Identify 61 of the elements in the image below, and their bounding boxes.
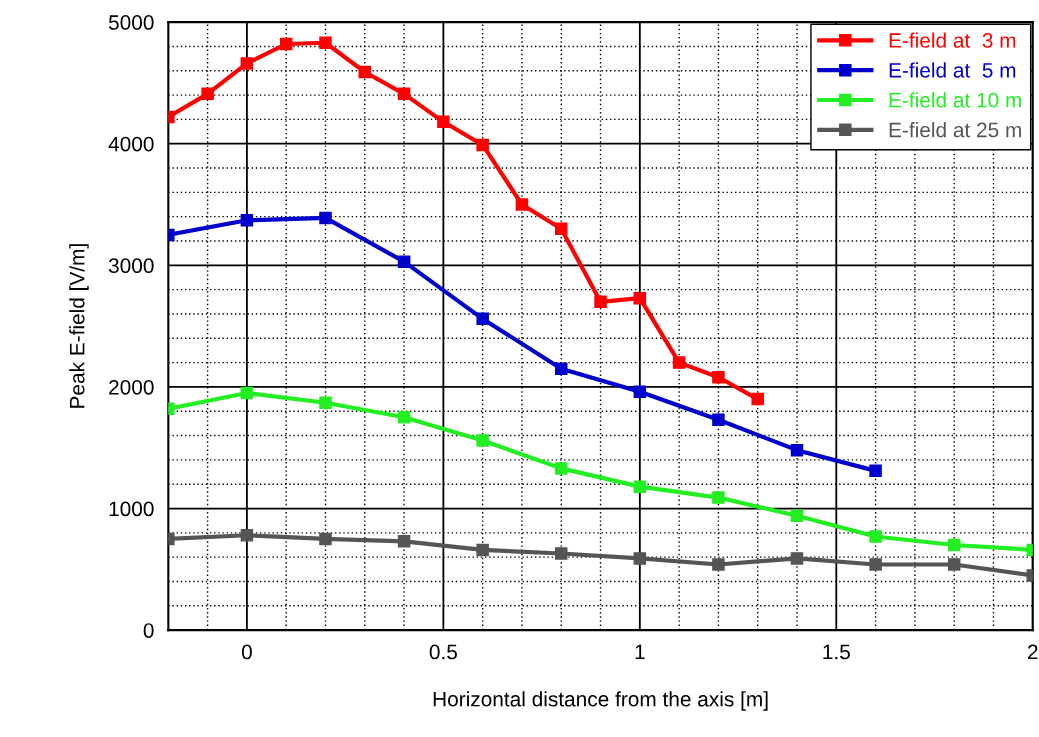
point bbox=[947, 538, 961, 552]
point bbox=[712, 558, 725, 571]
point bbox=[790, 509, 804, 523]
point bbox=[201, 87, 214, 101]
point bbox=[947, 558, 961, 571]
point bbox=[554, 362, 568, 375]
x-tick-label: 0.5 bbox=[429, 644, 457, 660]
point bbox=[633, 480, 647, 493]
point bbox=[397, 535, 411, 548]
point bbox=[476, 543, 489, 557]
point bbox=[476, 312, 489, 326]
point bbox=[633, 291, 647, 305]
point bbox=[712, 491, 725, 504]
point bbox=[633, 385, 647, 399]
point bbox=[712, 413, 725, 427]
point bbox=[397, 255, 411, 268]
point bbox=[790, 552, 804, 565]
point bbox=[319, 211, 332, 225]
point bbox=[437, 115, 450, 129]
point bbox=[672, 356, 686, 369]
y-tick-label: 5000 bbox=[108, 15, 154, 30]
legend-label: E-field at 3 m bbox=[889, 32, 1016, 48]
point bbox=[397, 411, 411, 424]
point bbox=[240, 57, 254, 70]
point bbox=[319, 36, 332, 50]
x-tick-label: 0 bbox=[241, 644, 252, 660]
point bbox=[476, 138, 489, 152]
x-axis-title: Horizontal distance from the axis [m] bbox=[433, 691, 768, 711]
y-tick-label: 3000 bbox=[108, 258, 154, 274]
point bbox=[594, 295, 607, 309]
legend-label: E-field at 5 m bbox=[889, 62, 1016, 78]
y-tick-label: 1000 bbox=[109, 501, 154, 517]
point bbox=[279, 37, 293, 51]
point bbox=[358, 65, 372, 79]
point bbox=[476, 434, 489, 447]
point bbox=[869, 558, 882, 571]
point bbox=[397, 87, 411, 101]
point bbox=[751, 392, 764, 406]
point bbox=[554, 547, 568, 560]
point bbox=[319, 396, 332, 409]
x-tick-label: 1 bbox=[635, 644, 645, 660]
point bbox=[712, 370, 725, 384]
point bbox=[790, 443, 804, 457]
point bbox=[240, 386, 254, 400]
y-tick-label: 4000 bbox=[108, 136, 154, 152]
y-tick-label: 0 bbox=[143, 623, 154, 638]
point bbox=[869, 464, 882, 478]
y-axis-title: Peak E-field [V/m] bbox=[69, 244, 89, 408]
point bbox=[869, 530, 882, 543]
point bbox=[633, 552, 647, 565]
point bbox=[319, 532, 332, 546]
legend-label: E-field at 10 m bbox=[889, 92, 1021, 108]
point bbox=[515, 198, 529, 211]
point bbox=[240, 529, 254, 542]
y-tick-label: 2000 bbox=[109, 379, 154, 395]
point bbox=[240, 214, 254, 227]
legend-label: E-field at 25 m bbox=[889, 122, 1021, 138]
point bbox=[554, 462, 568, 475]
point bbox=[554, 222, 568, 236]
x-tick-label: 1.5 bbox=[823, 644, 850, 660]
x-tick-label: 2 bbox=[1028, 644, 1038, 660]
